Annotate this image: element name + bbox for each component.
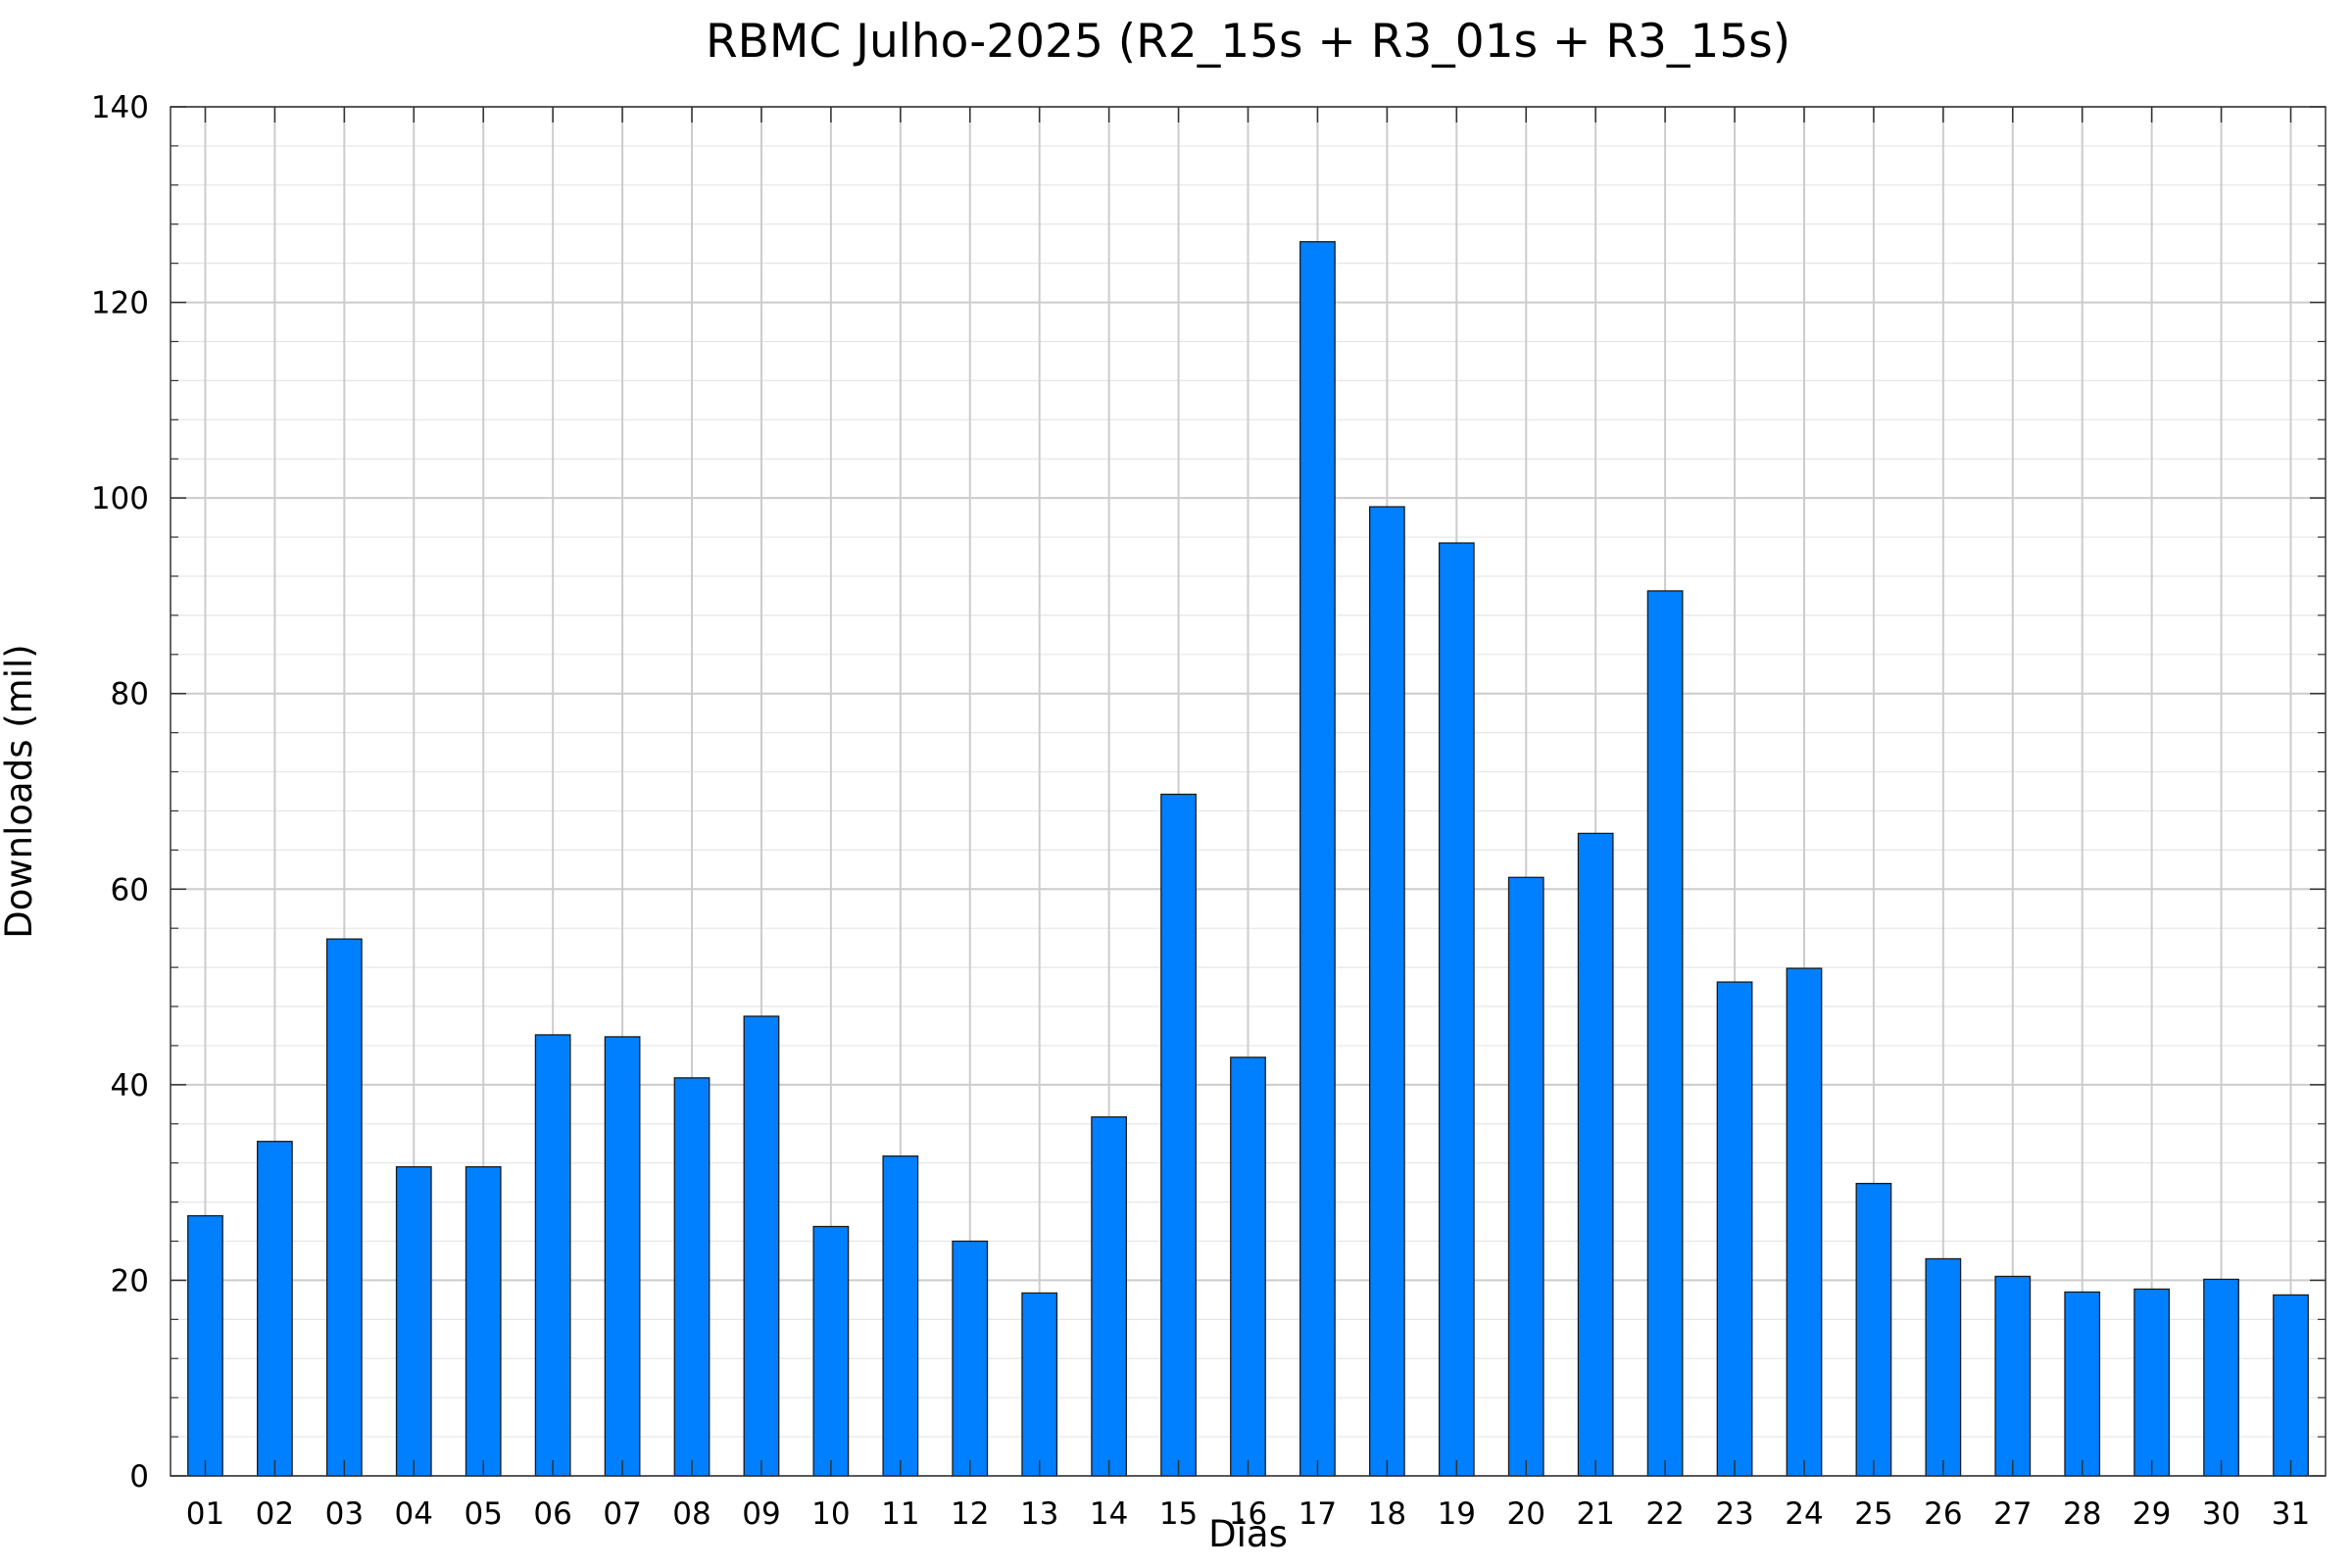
x-tick-label: 24 [1785, 1496, 1823, 1532]
y-tick-label: 20 [111, 1263, 149, 1298]
bar-day-19 [1438, 542, 1475, 1477]
bar-day-16 [1230, 1056, 1266, 1477]
y-axis-title: Downloads (mil) [0, 644, 40, 938]
bar-day-03 [325, 938, 363, 1477]
x-tick-label: 03 [325, 1496, 364, 1532]
x-tick-label: 27 [1993, 1496, 2032, 1532]
bar-day-08 [673, 1077, 710, 1477]
bar-layer [187, 241, 2309, 1477]
bar-day-22 [1646, 590, 1684, 1477]
tick-layer [171, 106, 2326, 1477]
x-tick-label: 11 [881, 1496, 919, 1532]
bar-day-14 [1091, 1116, 1128, 1477]
x-tick-label: 09 [742, 1496, 780, 1532]
bar-day-06 [534, 1034, 571, 1477]
x-tick-label: 16 [1229, 1496, 1267, 1532]
x-tick-label: 04 [395, 1496, 433, 1532]
bar-day-21 [1577, 832, 1614, 1477]
x-tick-label: 12 [951, 1496, 989, 1532]
bar-day-15 [1160, 793, 1197, 1477]
chart-title: RBMC Julho-2025 (R2_15s + R3_01s + R3_15… [706, 15, 1790, 69]
bar-day-18 [1368, 506, 1405, 1477]
bar-day-12 [952, 1240, 989, 1477]
x-tick-label: 28 [2063, 1496, 2101, 1532]
x-tick-label: 21 [1576, 1496, 1614, 1532]
bar-day-31 [2273, 1294, 2309, 1477]
y-tick-label: 100 [91, 481, 149, 516]
bar-day-30 [2203, 1278, 2239, 1477]
x-tick-label: 08 [672, 1496, 710, 1532]
bar-day-27 [1994, 1275, 2032, 1477]
bar-day-20 [1507, 876, 1544, 1477]
x-tick-label: 06 [533, 1496, 571, 1532]
bar-day-10 [812, 1225, 850, 1477]
bar-day-09 [743, 1015, 780, 1477]
y-tick-label: 40 [111, 1068, 149, 1103]
x-axis-title: Dias [1208, 1513, 1288, 1555]
label-layer: 0 20 40 60 80 100 120 140 01 02 03 04 05 06 07 08 09 10 11… [91, 90, 2310, 1532]
bar-day-07 [604, 1036, 641, 1477]
y-tick-label: 0 [129, 1459, 149, 1494]
bar-day-13 [1021, 1292, 1058, 1477]
x-tick-label: 17 [1298, 1496, 1337, 1532]
x-tick-label: 15 [1159, 1496, 1198, 1532]
bar-day-26 [1925, 1257, 1962, 1477]
bar-day-11 [882, 1155, 919, 1477]
bar-day-02 [257, 1141, 293, 1477]
x-tick-label: 19 [1438, 1496, 1476, 1532]
bar-day-17 [1299, 241, 1336, 1477]
x-tick-label: 13 [1020, 1496, 1058, 1532]
x-tick-label: 01 [186, 1496, 224, 1532]
bar-day-23 [1716, 981, 1753, 1477]
x-tick-label: 30 [2202, 1496, 2240, 1532]
y-tick-label: 120 [91, 286, 149, 321]
x-tick-label: 10 [811, 1496, 850, 1532]
bar-day-25 [1855, 1182, 1892, 1477]
x-tick-label: 02 [256, 1496, 294, 1532]
bar-day-29 [2133, 1288, 2171, 1477]
x-tick-label: 25 [1854, 1496, 1892, 1532]
y-tick-label: 60 [111, 872, 149, 907]
x-tick-label: 18 [1368, 1496, 1406, 1532]
bar-day-04 [395, 1166, 432, 1477]
bar-day-24 [1786, 967, 1823, 1477]
x-tick-label: 31 [2272, 1496, 2310, 1532]
y-tick-label: 80 [111, 677, 149, 712]
x-tick-label: 26 [1924, 1496, 1962, 1532]
x-tick-label: 20 [1507, 1496, 1545, 1532]
bar-day-01 [187, 1214, 223, 1477]
x-tick-label: 22 [1645, 1496, 1684, 1532]
x-tick-label: 29 [2132, 1496, 2171, 1532]
bar-day-28 [2064, 1291, 2101, 1477]
x-tick-label: 23 [1715, 1496, 1753, 1532]
y-tick-label: 140 [91, 90, 149, 125]
x-tick-label: 14 [1090, 1496, 1128, 1532]
x-tick-label: 05 [464, 1496, 502, 1532]
x-tick-label: 07 [603, 1496, 641, 1532]
bar-day-05 [465, 1166, 502, 1477]
